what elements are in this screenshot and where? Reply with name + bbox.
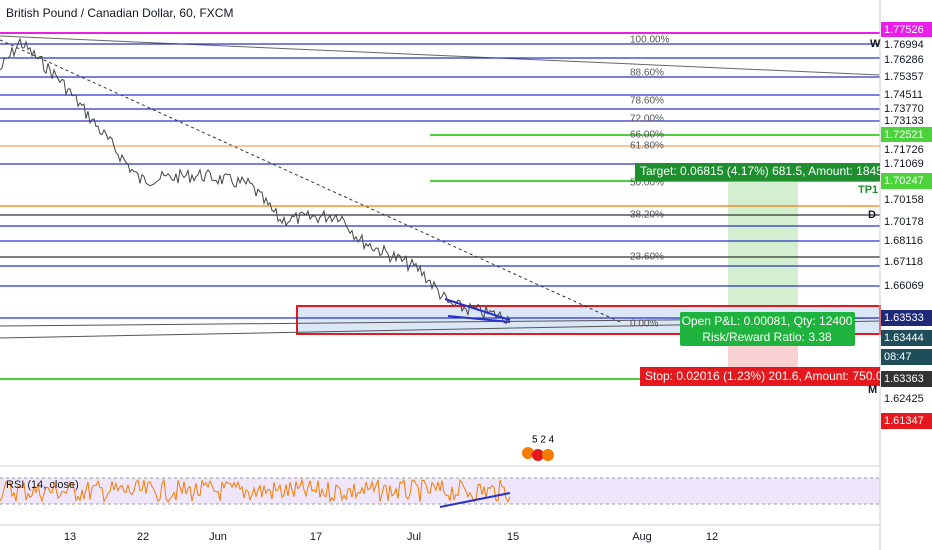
price-label: 1.73770 <box>884 103 924 115</box>
rsi-label: RSI (14, close) <box>6 479 79 491</box>
time-label: 12 <box>706 531 718 543</box>
price-label-bg <box>881 330 932 346</box>
trendline[interactable] <box>0 35 881 76</box>
price-label-bg <box>881 127 932 143</box>
time-label: Jul <box>407 531 421 543</box>
price-label-bg <box>881 310 932 326</box>
price-label: 1.76286 <box>884 54 924 66</box>
price-label-bg <box>881 391 932 407</box>
pattern-line[interactable] <box>444 298 511 321</box>
target-label[interactable]: Target: 0.06815 (4.17%) 681.5, Amount: 1… <box>640 164 893 178</box>
price-label-bg <box>881 413 932 429</box>
svg-text:5 2 4: 5 2 4 <box>532 435 555 446</box>
price-label-bg <box>881 87 932 103</box>
symbol-title: British Pound / Canadian Dollar, 60, FXC… <box>6 6 233 20</box>
price-label: 1.68116 <box>884 235 923 247</box>
price-label-bg <box>881 52 932 68</box>
fib-label: 0.00% <box>630 319 658 330</box>
fib-label: 78.60% <box>630 96 664 107</box>
price-label-bg <box>881 233 932 249</box>
price-label: 1.72521 <box>884 129 924 141</box>
level-marker: D <box>868 209 876 221</box>
price-series <box>0 37 509 325</box>
price-label-bg <box>881 371 932 387</box>
price-label: 1.71726 <box>884 144 924 156</box>
price-label-bg <box>881 192 932 208</box>
price-label: 1.73133 <box>884 115 924 127</box>
target-zone <box>728 181 798 318</box>
time-label: 15 <box>507 531 519 543</box>
fib-label: 23.60% <box>630 252 664 263</box>
price-label-bg <box>881 37 932 53</box>
fib-label: 66.00% <box>630 130 664 141</box>
target-label-bg <box>635 163 880 181</box>
price-label-bg <box>881 142 932 158</box>
time-label: 17 <box>310 531 322 543</box>
price-label: 1.66069 <box>884 280 924 292</box>
time-label: Jun <box>209 531 227 543</box>
price-label: 1.70158 <box>884 194 924 206</box>
price-label-bg <box>881 22 932 38</box>
events-icon[interactable]: 5 2 4 <box>522 435 555 461</box>
price-label: 1.63444 <box>884 332 924 344</box>
price-label: 1.61347 <box>884 415 924 427</box>
price-label-bg <box>881 214 932 230</box>
price-label-bg <box>881 349 932 365</box>
pattern-line[interactable] <box>447 315 511 323</box>
pnl-label-bg <box>680 312 855 346</box>
risk-reward[interactable]: Risk/Reward Ratio: 3.38 <box>702 330 832 344</box>
time-label: Aug <box>632 531 652 543</box>
price-label: 1.77526 <box>884 24 924 36</box>
divergence-line[interactable] <box>439 492 511 508</box>
price-label: 1.62425 <box>884 393 924 405</box>
price-label-bg <box>881 156 932 172</box>
fib-label: 72.00% <box>630 114 664 125</box>
stop-label[interactable]: Stop: 0.02016 (1.23%) 201.6, Amount: 750… <box>645 369 890 383</box>
time-label: 22 <box>137 531 149 543</box>
price-label: 1.70178 <box>884 216 924 228</box>
price-label: 1.71069 <box>884 158 924 170</box>
price-label: 08:47 <box>884 351 912 363</box>
rsi-line <box>0 478 511 504</box>
price-label-bg <box>881 254 932 270</box>
price-label: 1.75357 <box>884 71 924 83</box>
fib-label: 88.60% <box>630 68 664 79</box>
stop-label-bg <box>640 367 880 386</box>
price-label-bg <box>881 113 932 129</box>
price-label: 1.70247 <box>884 175 924 187</box>
price-label-bg <box>881 278 932 294</box>
fib-label: 61.80% <box>630 141 664 152</box>
fib-label: 38.20% <box>630 210 664 221</box>
open-pnl[interactable]: Open P&L: 0.00081, Qty: 12400 <box>682 314 853 328</box>
price-label: 1.67118 <box>884 256 923 268</box>
level-marker: W <box>870 38 881 50</box>
price-label: 1.76994 <box>884 39 924 51</box>
time-label: 13 <box>64 531 76 543</box>
level-marker: TP1 <box>858 184 878 196</box>
fib-label: 100.00% <box>630 35 670 46</box>
price-label: 1.63363 <box>884 373 924 385</box>
price-label: 1.74511 <box>884 89 923 101</box>
fib-label: 50.00% <box>630 178 664 189</box>
price-label: 1.63533 <box>884 312 924 324</box>
level-marker: M <box>868 384 877 396</box>
price-label-bg <box>881 173 932 189</box>
price-label-bg <box>881 69 932 85</box>
